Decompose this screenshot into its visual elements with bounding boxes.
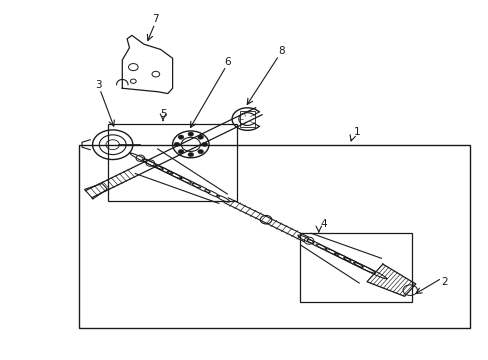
Text: 6: 6 <box>224 57 230 67</box>
Text: 3: 3 <box>95 80 102 90</box>
Text: 2: 2 <box>441 277 447 287</box>
Bar <box>79 145 469 328</box>
Text: 5: 5 <box>160 109 166 119</box>
Circle shape <box>197 135 203 139</box>
Text: 8: 8 <box>278 46 285 56</box>
Circle shape <box>197 149 203 154</box>
Circle shape <box>178 135 183 139</box>
Circle shape <box>178 149 183 154</box>
Circle shape <box>187 153 193 157</box>
Text: 7: 7 <box>152 14 159 24</box>
Text: 1: 1 <box>353 127 360 138</box>
Circle shape <box>174 142 180 147</box>
Circle shape <box>187 132 193 136</box>
Bar <box>240 111 254 127</box>
Bar <box>108 123 237 201</box>
Bar <box>299 233 411 302</box>
Text: 4: 4 <box>320 219 326 229</box>
Circle shape <box>202 142 207 147</box>
